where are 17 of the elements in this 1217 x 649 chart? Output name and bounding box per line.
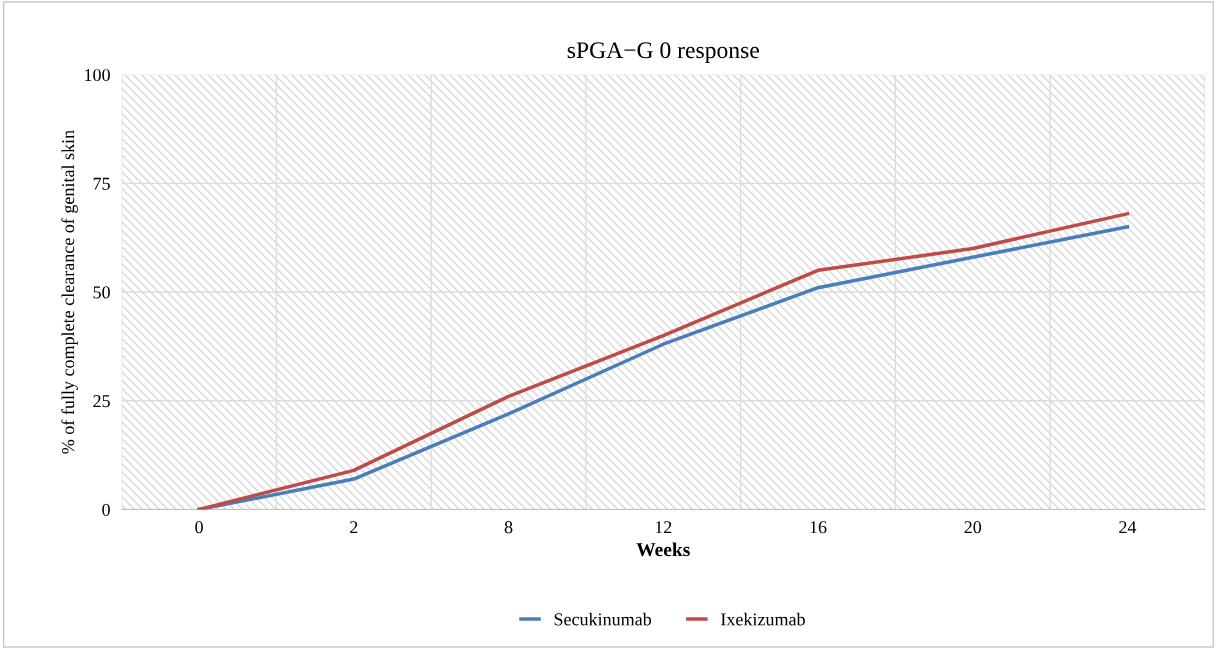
x-tick-label: 2 xyxy=(350,521,358,534)
x-tick-label: 20 xyxy=(964,521,982,534)
legend-label: Ixekizumab xyxy=(721,612,805,626)
x-tick-label: 8 xyxy=(504,521,513,534)
x-tick-label: 12 xyxy=(655,521,672,534)
x-tick-label: 0 xyxy=(195,521,203,534)
y-tick-label: 75 xyxy=(93,177,110,190)
y-tick-label: 0 xyxy=(102,503,110,516)
y-tick-label: 100 xyxy=(85,68,110,82)
chart-title: sPGA−G 0 response xyxy=(567,42,759,63)
y-tick-label: 50 xyxy=(93,286,110,299)
x-tick-label: 24 xyxy=(1119,521,1137,534)
y-axis-title: % of fully complete clearance of genital skin xyxy=(61,130,78,454)
legend-label: Secukinumab xyxy=(554,612,652,626)
x-tick-label: 16 xyxy=(810,521,827,534)
x-axis-title: Weeks xyxy=(636,542,690,557)
y-tick-label: 25 xyxy=(93,395,110,408)
